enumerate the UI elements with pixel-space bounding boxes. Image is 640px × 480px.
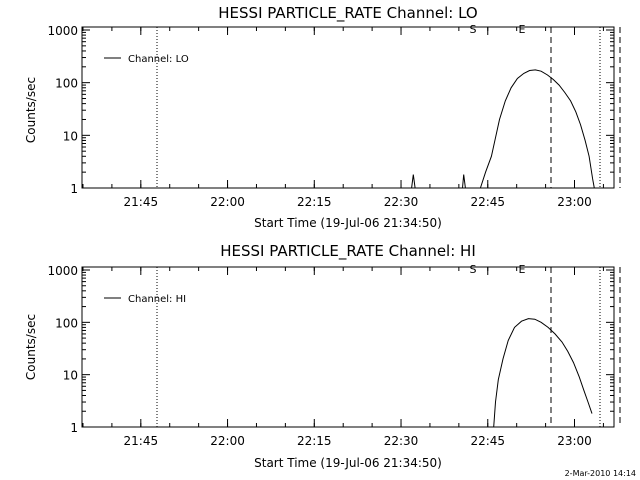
x-tick-label: 22:00 xyxy=(210,434,245,448)
x-tick-label: 22:45 xyxy=(470,434,505,448)
panel-hi: HESSI PARTICLE_RATE Channel: HI Start Ti… xyxy=(24,242,621,470)
y-tick-label: 1000 xyxy=(47,24,78,38)
end-marker-label: E xyxy=(519,263,526,276)
y-tick-label: 1000 xyxy=(47,264,78,278)
x-tick-label: 22:45 xyxy=(470,195,505,209)
chart-title: HESSI PARTICLE_RATE Channel: LO xyxy=(218,4,477,23)
x-tick-label: 22:30 xyxy=(384,434,419,448)
x-tick-label: 21:45 xyxy=(124,195,159,209)
chart-title: HESSI PARTICLE_RATE Channel: HI xyxy=(220,242,476,261)
legend-label: Channel: LO xyxy=(128,54,189,65)
start-marker-label: S xyxy=(470,263,477,276)
legend-label: Channel: HI xyxy=(128,294,186,305)
y-tick-label: 1 xyxy=(70,182,78,196)
x-tick-label: 21:45 xyxy=(124,434,159,448)
y-axis-label: Counts/sec xyxy=(24,314,38,380)
x-tick-label: 22:30 xyxy=(384,195,419,209)
x-tick-label: 22:15 xyxy=(297,434,332,448)
y-tick-label: 100 xyxy=(55,316,78,330)
panel-lo: HESSI PARTICLE_RATE Channel: LO Start Ti… xyxy=(24,4,621,230)
y-tick-label: 10 xyxy=(63,129,78,143)
plot-frame xyxy=(81,26,615,189)
x-tick-label: 22:15 xyxy=(297,195,332,209)
x-tick-label: 23:00 xyxy=(557,195,592,209)
plot-frame xyxy=(81,266,615,428)
y-tick-label: 10 xyxy=(63,369,78,383)
y-tick-label: 100 xyxy=(55,77,78,91)
end-marker-label: E xyxy=(519,23,526,36)
start-marker-label: S xyxy=(470,23,477,36)
x-tick-label: 22:00 xyxy=(210,195,245,209)
y-axis-label: Counts/sec xyxy=(24,77,38,143)
x-axis-label: Start Time (19-Jul-06 21:34:50) xyxy=(254,456,442,470)
y-tick-label: 1 xyxy=(70,421,78,435)
timestamp: 2-Mar-2010 14:14 xyxy=(565,469,636,478)
x-axis-label: Start Time (19-Jul-06 21:34:50) xyxy=(254,216,442,230)
x-tick-label: 23:00 xyxy=(557,434,592,448)
